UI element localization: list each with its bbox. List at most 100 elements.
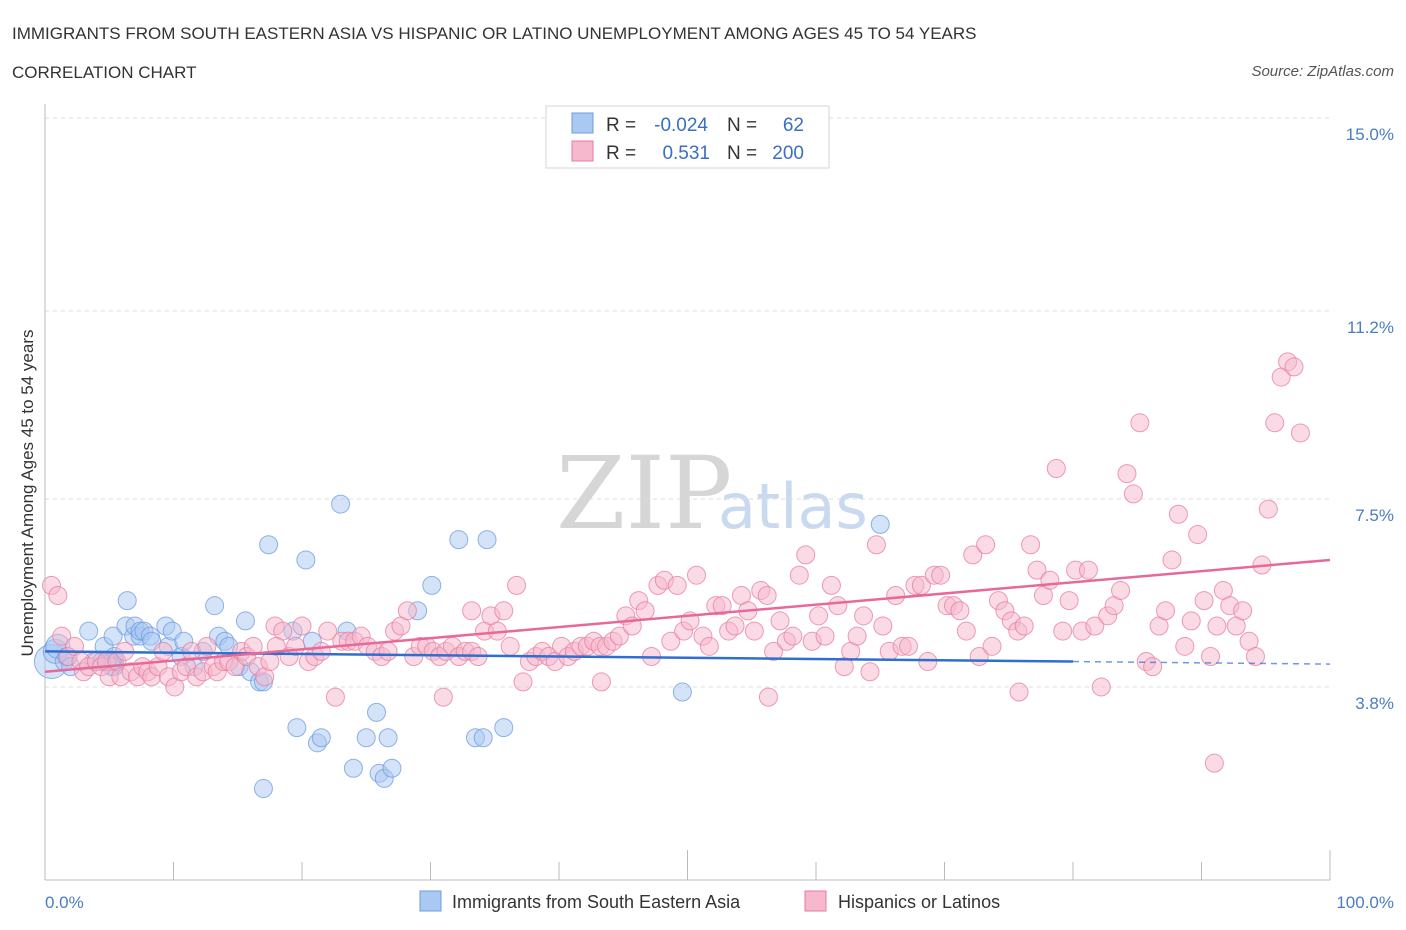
point-hispanic bbox=[1265, 413, 1285, 433]
point-hispanic bbox=[725, 616, 745, 636]
point-immigrants bbox=[296, 550, 316, 570]
point-hispanic bbox=[1245, 646, 1265, 666]
legend-swatch-pink bbox=[571, 140, 594, 162]
x-tick-right: 100.0% bbox=[1336, 893, 1394, 912]
legend-r-value-0: -0.024 bbox=[654, 115, 708, 136]
point-hispanic bbox=[1009, 682, 1029, 702]
point-hispanic bbox=[1053, 621, 1073, 641]
point-hispanic bbox=[757, 586, 777, 606]
point-hispanic bbox=[931, 565, 951, 585]
chart-subtitle: CORRELATION CHART bbox=[12, 63, 197, 82]
point-immigrants bbox=[331, 494, 351, 514]
point-hispanic bbox=[783, 626, 803, 646]
point-hispanic bbox=[764, 641, 784, 661]
point-immigrants bbox=[356, 728, 376, 748]
y-tick-label-0: 3.8% bbox=[1355, 694, 1394, 713]
point-hispanic bbox=[635, 601, 655, 621]
point-hispanic bbox=[976, 535, 996, 555]
point-hispanic bbox=[48, 586, 68, 606]
point-hispanic bbox=[821, 575, 841, 595]
point-hispanic bbox=[899, 636, 919, 656]
point-immigrants bbox=[253, 779, 273, 799]
trend-lines bbox=[44, 558, 1331, 673]
point-hispanic bbox=[494, 601, 514, 621]
series-legend-label-0: Immigrants from South Eastern Asia bbox=[452, 892, 741, 912]
legend-r-value-1: 0.531 bbox=[662, 143, 710, 164]
point-hispanic bbox=[433, 687, 453, 707]
point-hispanic bbox=[197, 636, 217, 656]
point-hispanic bbox=[325, 687, 345, 707]
point-hispanic bbox=[1188, 525, 1208, 545]
point-hispanic bbox=[1143, 657, 1163, 677]
point-immigrants bbox=[259, 535, 279, 555]
point-hispanic bbox=[699, 636, 719, 656]
point-hispanic bbox=[1040, 570, 1060, 590]
point-hispanic bbox=[1027, 560, 1047, 580]
point-hispanic bbox=[1258, 499, 1278, 519]
y-tick-label-1: 7.5% bbox=[1355, 506, 1394, 525]
point-hispanic bbox=[1175, 636, 1195, 656]
point-hispanic bbox=[712, 596, 732, 616]
point-hispanic bbox=[1200, 646, 1220, 666]
point-immigrants bbox=[235, 611, 255, 631]
point-hispanic bbox=[1290, 423, 1310, 443]
legend-r-label-1: R = bbox=[606, 143, 636, 164]
point-hispanic bbox=[789, 565, 809, 585]
y-tick-labels: 3.8% 7.5% 11.2% 15.0% bbox=[1346, 125, 1394, 713]
point-immigrants bbox=[870, 514, 890, 534]
point-immigrants bbox=[422, 575, 442, 595]
legend-n-value-0: 62 bbox=[783, 115, 804, 136]
point-immigrants bbox=[205, 596, 225, 616]
trend-line-dashed-0 bbox=[1072, 660, 1331, 665]
point-hispanic bbox=[796, 545, 816, 565]
point-hispanic bbox=[378, 641, 398, 661]
point-immigrants bbox=[117, 591, 137, 611]
stats-legend: R = -0.024 N = 62 R = 0.531 N = 200 bbox=[545, 105, 830, 169]
point-immigrants bbox=[672, 682, 692, 702]
point-hispanic bbox=[854, 606, 874, 626]
point-immigrants bbox=[449, 530, 469, 550]
legend-swatch-blue bbox=[571, 112, 594, 134]
point-hispanic bbox=[243, 636, 263, 656]
watermark: ZIP atlas bbox=[556, 435, 868, 552]
point-hispanic bbox=[462, 601, 482, 621]
grid-lines bbox=[45, 117, 1330, 688]
point-immigrants bbox=[367, 702, 387, 722]
point-hispanic bbox=[809, 606, 829, 626]
point-hispanic bbox=[982, 636, 1002, 656]
point-hispanic bbox=[1111, 580, 1131, 600]
point-immigrants bbox=[311, 728, 331, 748]
point-immigrants bbox=[79, 621, 99, 641]
point-hispanic bbox=[918, 652, 938, 672]
point-hispanic bbox=[1284, 357, 1304, 377]
point-hispanic bbox=[1021, 535, 1041, 555]
point-hispanic bbox=[52, 626, 72, 646]
point-immigrants bbox=[378, 728, 398, 748]
point-hispanic bbox=[1156, 601, 1176, 621]
series-legend: Immigrants from South Eastern Asia Hispa… bbox=[419, 890, 1000, 912]
point-hispanic bbox=[758, 687, 778, 707]
point-hispanic bbox=[591, 672, 611, 692]
point-hispanic bbox=[318, 621, 338, 641]
point-hispanic bbox=[956, 621, 976, 641]
scatter-points bbox=[33, 352, 1310, 799]
point-hispanic bbox=[311, 641, 331, 661]
point-hispanic bbox=[609, 626, 629, 646]
point-immigrants bbox=[287, 718, 307, 738]
y-tick-label-3: 15.0% bbox=[1346, 125, 1394, 144]
point-immigrants bbox=[473, 728, 493, 748]
legend-n-value-1: 200 bbox=[772, 143, 804, 164]
point-hispanic bbox=[963, 545, 983, 565]
point-hispanic bbox=[860, 662, 880, 682]
y-axis-label: Unemployment Among Ages 45 to 54 years bbox=[18, 330, 37, 657]
point-hispanic bbox=[873, 616, 893, 636]
point-immigrants bbox=[103, 626, 123, 646]
point-hispanic bbox=[1078, 560, 1098, 580]
point-hispanic bbox=[1194, 591, 1214, 611]
watermark-zip: ZIP bbox=[556, 435, 732, 552]
point-hispanic bbox=[292, 616, 312, 636]
point-hispanic bbox=[1168, 504, 1188, 524]
point-hispanic bbox=[950, 601, 970, 621]
point-hispanic bbox=[1123, 484, 1143, 504]
